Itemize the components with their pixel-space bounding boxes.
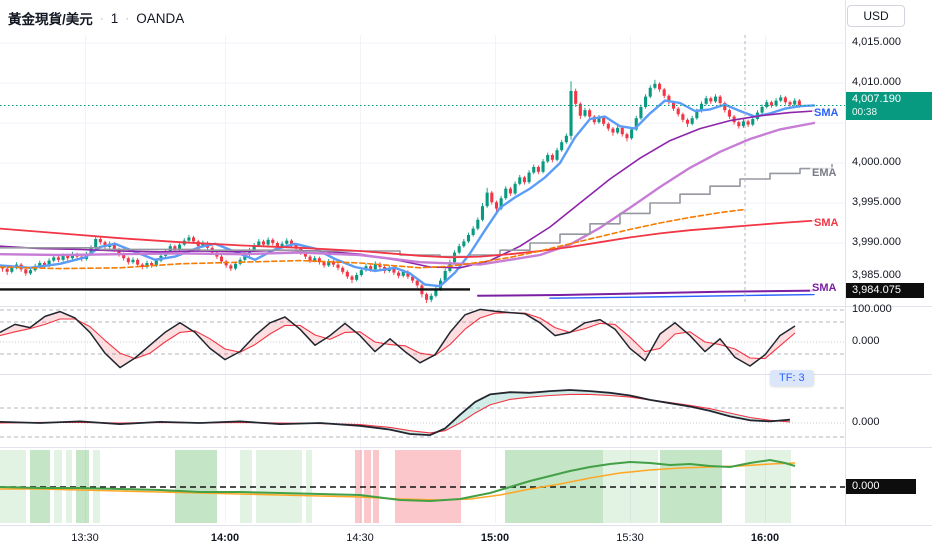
time-axis-label: 15:00 <box>480 532 510 544</box>
price-axis[interactable]: 4,015.000 4,010.000 4,000.000 3,995.000 3,99… <box>846 0 932 525</box>
price-axis-label: 0.000 <box>852 335 880 347</box>
hline-price-badge: 3,984.075 <box>846 283 924 298</box>
last-price-badge: 4,007.190 00:38 <box>846 92 932 120</box>
time-axis[interactable]: 13:30 14:00 14:30 15:00 15:30 16:00 <box>0 526 932 550</box>
zero-line-badge: 0.000 <box>846 479 916 494</box>
separator-dot: · <box>125 11 130 25</box>
price-axis-label: 100.000 <box>852 303 892 315</box>
currency-button[interactable]: USD <box>847 5 905 27</box>
interval-label[interactable]: 1 <box>110 10 119 26</box>
time-axis-label: 14:30 <box>346 532 374 544</box>
separator-dot: · <box>99 11 104 25</box>
price-axis-label: 4,010.000 <box>852 76 901 88</box>
symbol-title[interactable]: 黃金現貨/美元 <box>8 12 93 27</box>
price-axis-label: 4,015.000 <box>852 36 901 48</box>
time-axis-label: 16:00 <box>750 532 780 544</box>
time-axis-label: 13:30 <box>71 532 99 544</box>
time-axis-label: 15:30 <box>616 532 644 544</box>
price-axis-label: 3,985.000 <box>852 269 901 281</box>
price-axis-label: 3,995.000 <box>852 196 901 208</box>
last-price-value: 4,007.190 <box>852 93 901 105</box>
countdown-timer: 00:38 <box>852 107 878 118</box>
symbol-header: 黃金現貨/美元 · 1 · OANDA <box>8 8 184 28</box>
price-axis-label: 4,000.000 <box>852 156 901 168</box>
exchange-label[interactable]: OANDA <box>136 10 185 26</box>
time-axis-label: 14:00 <box>210 532 240 544</box>
tf-badge[interactable]: TF: 3 <box>770 370 814 386</box>
price-axis-label: 0.000 <box>852 416 880 428</box>
price-axis-label: 3,990.000 <box>852 236 901 248</box>
